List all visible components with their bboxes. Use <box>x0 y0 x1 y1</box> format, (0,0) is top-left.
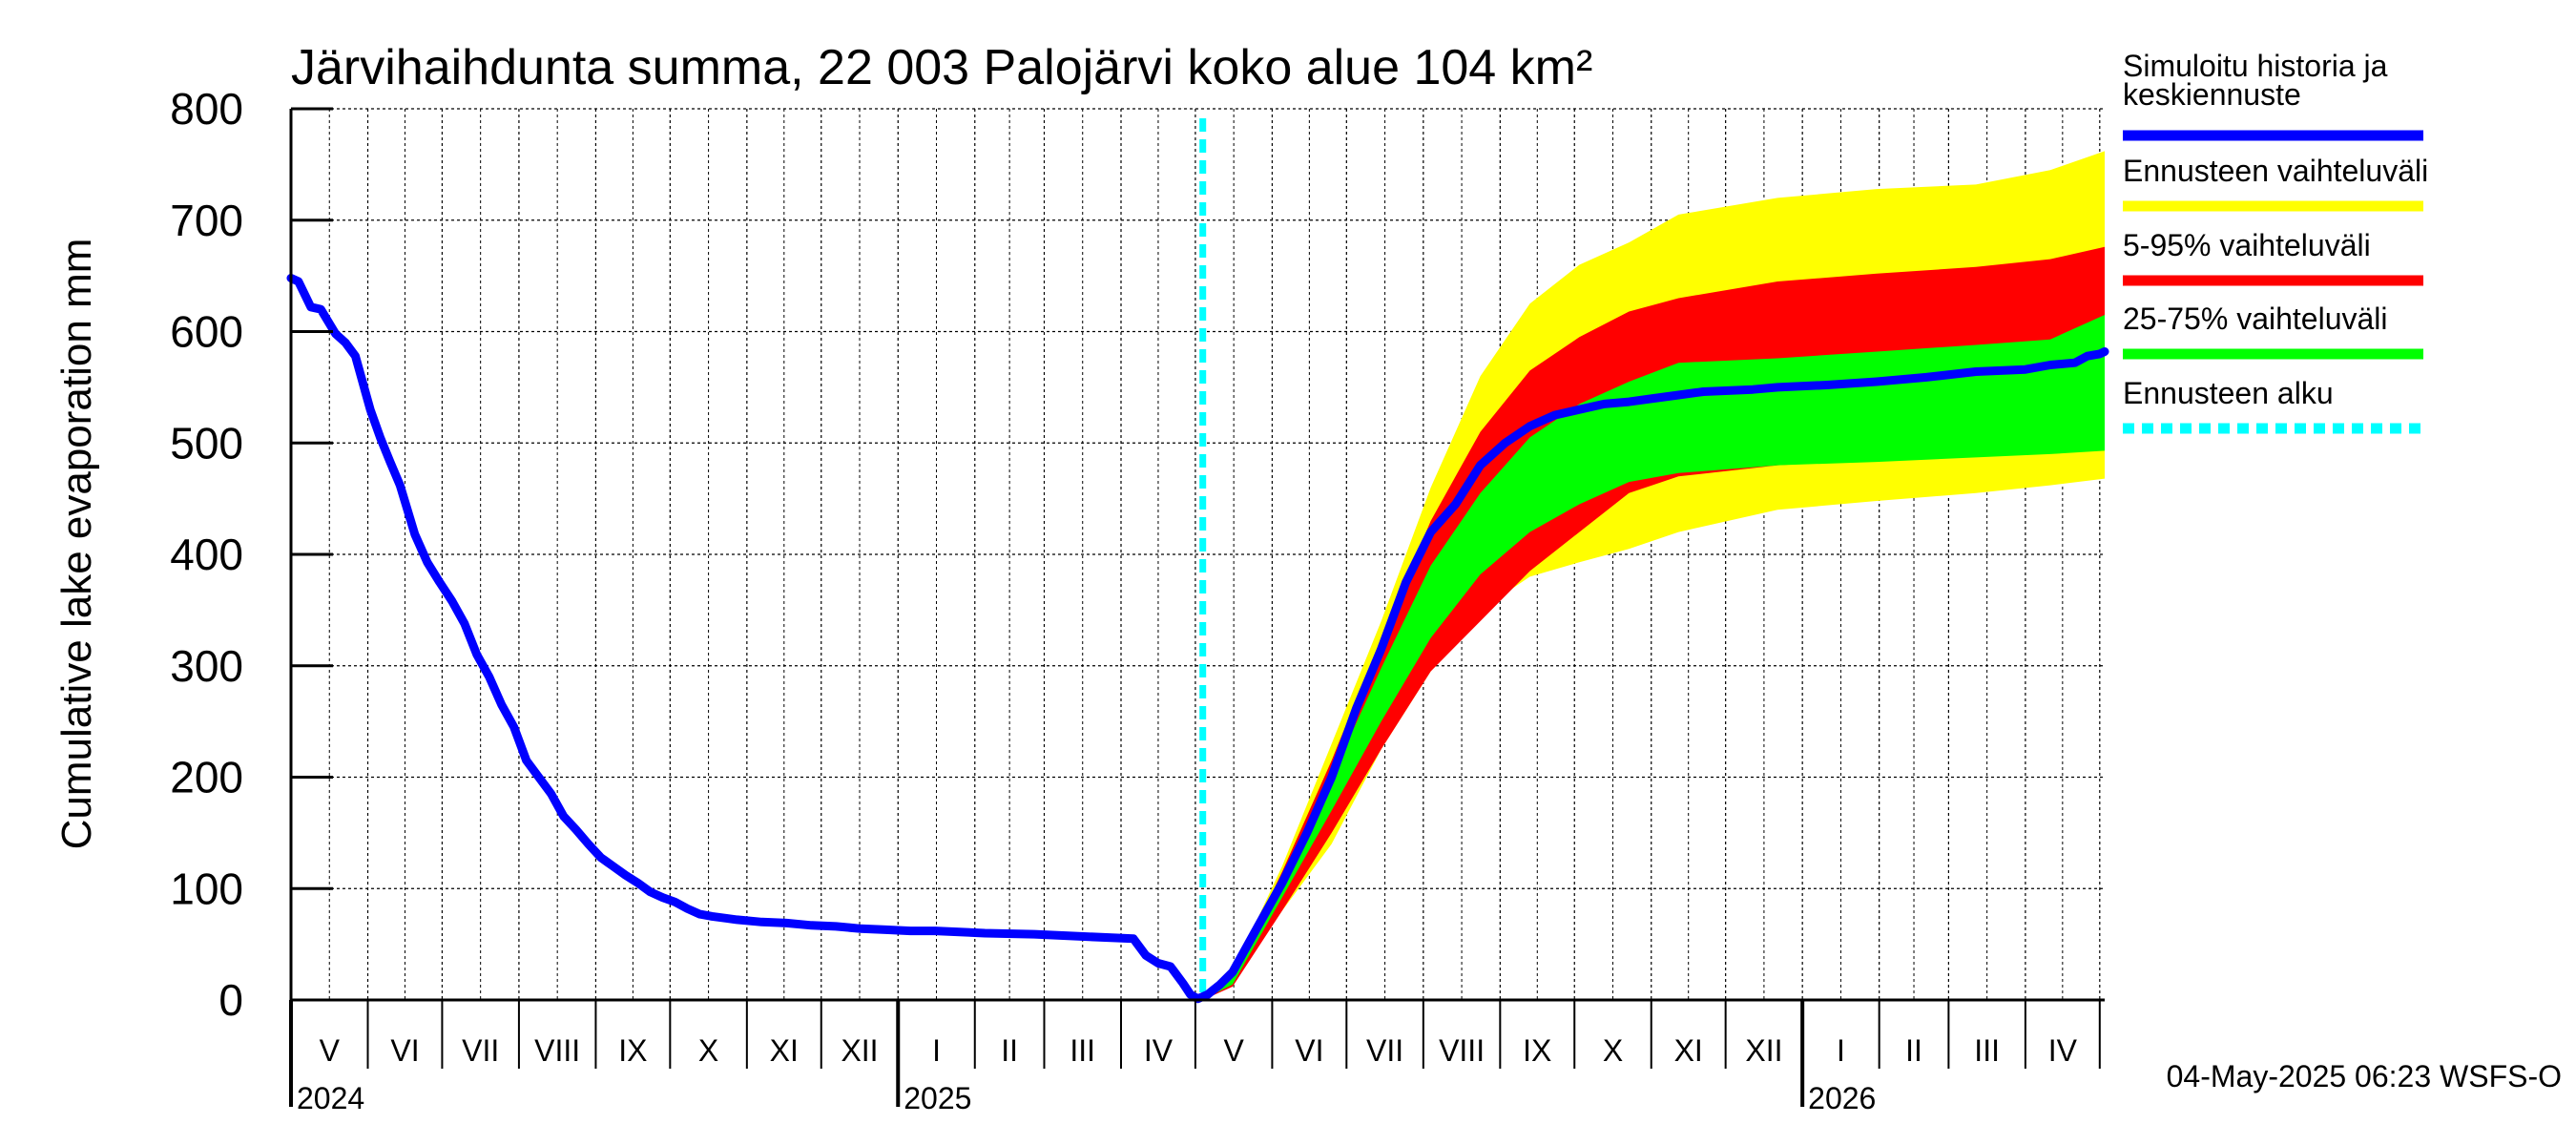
month-label: IX <box>618 1033 647 1068</box>
y-tick-label: 200 <box>170 753 243 802</box>
y-tick-label: 300 <box>170 641 243 691</box>
month-label: IV <box>1144 1033 1174 1068</box>
band-25-75-vaihteluv-li <box>1202 315 2105 1000</box>
y-tick-label: 600 <box>170 307 243 357</box>
year-label: 2024 <box>297 1081 364 1115</box>
month-label: I <box>1837 1033 1845 1068</box>
month-label: XI <box>770 1033 799 1068</box>
month-label: VIII <box>1439 1033 1485 1068</box>
month-label: VIII <box>534 1033 580 1068</box>
month-label: XI <box>1674 1033 1703 1068</box>
y-tick-label: 100 <box>170 864 243 913</box>
month-label: VII <box>462 1033 499 1068</box>
y-tick-label: 500 <box>170 418 243 468</box>
month-label: XII <box>1745 1033 1782 1068</box>
month-label: X <box>698 1033 718 1068</box>
chart-title: Järvihaihdunta summa, 22 003 Palojärvi k… <box>291 40 1592 95</box>
month-label: V <box>320 1033 341 1068</box>
month-label: II <box>1001 1033 1018 1068</box>
month-label: II <box>1905 1033 1922 1068</box>
y-tick-label: 700 <box>170 196 243 245</box>
y-tick-labels: 0 100 200 300 400 500 600 700 800 <box>170 84 243 1025</box>
year-labels: 2024 2025 2026 <box>297 1081 1876 1115</box>
axes <box>289 107 2105 1107</box>
month-label: VII <box>1366 1033 1403 1068</box>
y-tick-label: 0 <box>218 975 243 1025</box>
legend-item: Ennusteen alku <box>2123 376 2423 434</box>
month-label: IV <box>2048 1033 2078 1068</box>
month-label: XII <box>841 1033 878 1068</box>
legend-item: Ennusteen vaihteluväli <box>2123 154 2428 212</box>
timestamp-footer: 04-May-2025 06:23 WSFS-O <box>2167 1059 2562 1093</box>
y-tick-label: 800 <box>170 84 243 134</box>
legend-label: Simuloitu historia ja <box>2123 49 2388 83</box>
month-label: V <box>1223 1033 1244 1068</box>
legend-item: 5-95% vaihteluväli <box>2123 228 2423 286</box>
forecast-bands <box>1202 151 2105 1000</box>
y-tick-label: 400 <box>170 530 243 579</box>
series-lines <box>286 274 2109 1004</box>
year-label: 2025 <box>904 1081 971 1115</box>
legend-item: 25-75% vaihteluväli <box>2123 302 2423 360</box>
legend-label: 5-95% vaihteluväli <box>2123 228 2371 262</box>
month-label: VI <box>390 1033 419 1068</box>
legend-label: 25-75% vaihteluväli <box>2123 302 2388 336</box>
month-label: I <box>932 1033 941 1068</box>
y-axis-label: Cumulative lake evaporation mm <box>53 239 100 850</box>
month-label: X <box>1603 1033 1623 1068</box>
month-labels: V VI VII VIII IX X XI XII I II III IV V VI VII VIII IX X X… <box>320 1033 2078 1068</box>
series-line-median <box>286 274 2109 1004</box>
month-label: VI <box>1295 1033 1323 1068</box>
legend-label: Ennusteen vaihteluväli <box>2123 154 2428 188</box>
month-label: IX <box>1523 1033 1551 1068</box>
legend-label-line2: keskiennuste <box>2123 77 2301 112</box>
year-label: 2026 <box>1808 1081 1876 1115</box>
month-label: III <box>1974 1033 2000 1068</box>
month-label: III <box>1070 1033 1095 1068</box>
legend-label: Ennusteen alku <box>2123 376 2334 410</box>
